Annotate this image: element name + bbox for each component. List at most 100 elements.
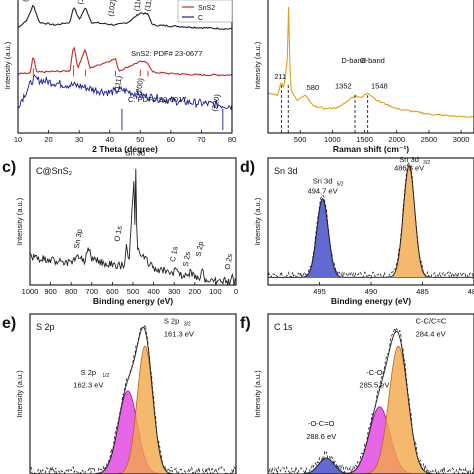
plot-area-f (268, 326, 474, 474)
x-tick-label-c-9: 100 (209, 287, 222, 296)
annotation-d-2: Sn 3d (399, 155, 419, 164)
plot-area-d (268, 161, 474, 280)
panel-c: 1000 900 800 700 600 500 400 300 200 100 0Binding … (2, 148, 238, 306)
y-axis-label-e: Intensity (a.u.) (15, 370, 24, 418)
x-tick-label-a-1: 20 (44, 135, 52, 144)
annotation-b-3: 1548 (371, 81, 388, 90)
annotation-f-5: 288.6 eV (306, 432, 336, 441)
raw-data-d (268, 161, 474, 280)
x-tick-label-a-6: 70 (197, 135, 205, 144)
x-tick-label-b-0: 500 (294, 135, 307, 144)
series-c-0 (30, 168, 236, 285)
annotation-a-7: (200) (133, 77, 145, 96)
legend-label-a-0: SnS2 (198, 5, 215, 12)
panel-letter-c: c) (2, 159, 16, 176)
axes-frame-e (29, 313, 237, 474)
annotation-f-2: -C-O (366, 368, 382, 377)
annotation-b-1: 580 (307, 83, 320, 92)
annotation-c-2: O 1s (112, 225, 124, 242)
panel-d: 495 490 485 480 Binding energy (eV) Intensity… (240, 155, 474, 306)
x-tick-label-b-4: 2500 (421, 135, 438, 144)
x-tick-label-c-0: 1000 (22, 287, 39, 296)
annotation-a-9: C: PDF# 80-0017 (128, 95, 186, 104)
annotation-f-0: C-C/C=C (416, 317, 447, 326)
panel-b: 500 1000 1500 2000 2500 3000 Raman shift (cm⁻¹… (253, 0, 474, 154)
x-tick-label-c-5: 500 (127, 287, 140, 296)
panel-title-f: C 1s (274, 322, 293, 332)
x-tick-label-c-7: 300 (168, 287, 181, 296)
x-tick-label-a-7: 80 (228, 135, 236, 144)
x-tick-label-c-2: 800 (65, 287, 78, 296)
x-axis-label-c: Binding energy (eV) (93, 296, 173, 306)
x-tick-label-b-1: 1000 (324, 135, 341, 144)
annotation-a-5: SnS2: PDF# 23-0677 (131, 49, 202, 58)
x-axis-label-a: 2 Theta (degree) (92, 144, 158, 154)
axes-frame-d (267, 157, 474, 286)
x-tick-label-d-1: 490 (365, 287, 378, 296)
y-axis-label-a: Intensity (a.u.) (3, 41, 12, 89)
raw-data-e (30, 323, 236, 474)
annotation-c-3: C 1s (168, 245, 180, 262)
x-tick-label-b-5: 3000 (453, 135, 470, 144)
annotation-a-4: (111) (143, 0, 155, 12)
x-tick-label-b-3: 2000 (388, 135, 405, 144)
envelope-d (268, 164, 474, 278)
annotation-sub-e-2: 1/2 (102, 373, 109, 379)
x-tick-label-a-0: 10 (14, 135, 22, 144)
peak-d-1 (268, 164, 474, 278)
x-tick-label-d-3: 480 (468, 287, 474, 296)
annotation-e-1: 161.3 eV (164, 329, 194, 338)
peak-e-0 (30, 390, 236, 474)
y-axis-label-c: Intensity (a.u.) (15, 197, 24, 245)
annotation-c-1: Sn 3p (72, 228, 84, 249)
panel-title-d: Sn 3d (274, 166, 298, 176)
panel-letter-f: f) (240, 315, 251, 332)
x-tick-label-a-3: 40 (106, 135, 114, 144)
peak-f-1 (268, 406, 474, 474)
envelope-e (30, 326, 236, 474)
annotation-f-3: 285.5 eV (359, 381, 389, 390)
annotation-e-3: 162.3 eV (73, 381, 103, 390)
y-axis-label-f: Intensity (a.u.) (253, 370, 262, 418)
annotation-e-0: S 2p (164, 317, 179, 326)
annotation-sub-e-0: 3/2 (184, 322, 191, 328)
y-axis-label-d: Intensity (a.u.) (253, 197, 262, 245)
annotation-c-0: Sn 3d (125, 148, 145, 157)
axes-frame-b (267, 0, 474, 134)
x-axis-label-d: Binding energy (eV) (331, 296, 411, 306)
x-tick-label-a-5: 60 (167, 135, 175, 144)
x-tick-label-c-10: 0 (234, 287, 238, 296)
annotation-b-5: G-band (360, 56, 385, 65)
annotation-d-0: Sn 3d (313, 176, 333, 185)
plot-area-c (30, 168, 236, 285)
annotation-c-5: S 2p (194, 241, 206, 258)
x-tick-label-d-0: 495 (313, 287, 326, 296)
plot-area-e (30, 323, 236, 474)
legend-label-a-1: C (198, 15, 203, 22)
x-tick-label-c-1: 900 (44, 287, 57, 296)
panel-title-c: C@SnS₂ (36, 166, 73, 176)
annotation-b-4: D-band (341, 56, 366, 65)
y-axis-label-b: Intensity (a.u.) (253, 41, 262, 89)
panel-f: Intensity (a.u.) f) C 1s C-C/C=C 284.4 eV -C-… (240, 313, 474, 474)
annotation-c-6: O 2s (223, 253, 235, 270)
peak-f-2 (268, 345, 474, 474)
series-a-2 (18, 74, 232, 111)
x-tick-label-c-8: 200 (189, 287, 202, 296)
x-tick-label-a-2: 30 (75, 135, 83, 144)
series-a-0 (18, 4, 232, 31)
annotation-a-6: (111) (112, 75, 124, 93)
annotation-b-0: 211 (274, 72, 286, 81)
annotation-b-2: 1352 (335, 81, 352, 90)
annotation-a-0: (001) (20, 0, 32, 2)
annotation-d-3: 486.3 eV (394, 164, 424, 173)
axes-frame-a (17, 0, 233, 134)
annotation-sub-d-2: 3/2 (423, 160, 430, 166)
annotation-a-2: (102) (106, 0, 118, 17)
axes-frame-c (29, 157, 237, 286)
annotation-a-1: (100) (75, 0, 87, 5)
annotation-e-2: S 2p (81, 368, 96, 377)
raw-data-f (268, 326, 474, 474)
series-b-0 (268, 6, 474, 118)
